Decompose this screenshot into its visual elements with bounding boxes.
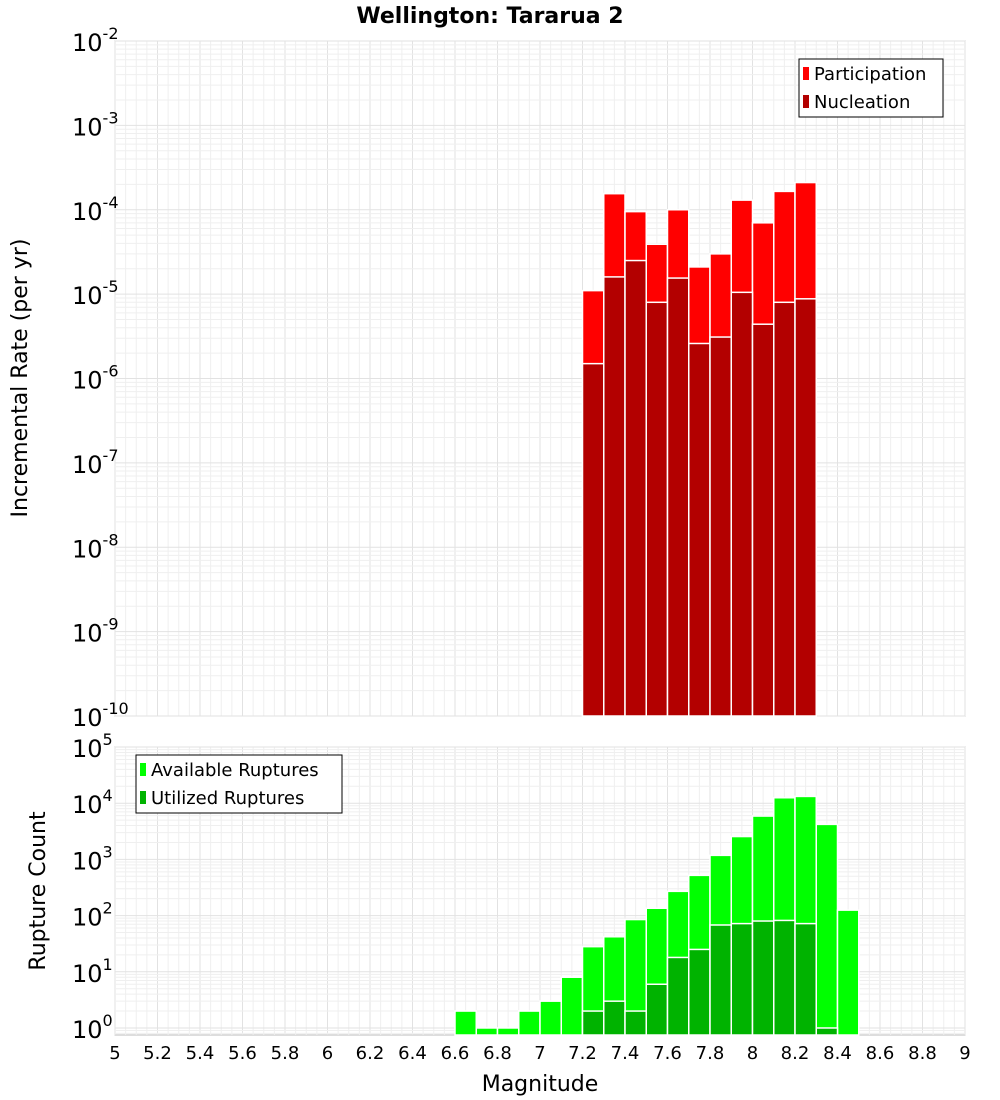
x-tick: 8.8 [908, 1043, 937, 1064]
x-tick: 5.6 [228, 1043, 257, 1064]
x-tick: 6.4 [398, 1043, 427, 1064]
count-y-tick: 101 [72, 955, 113, 988]
count-inner-bar [773, 919, 796, 1036]
rate-inner-bar [688, 342, 711, 717]
count-outer-bar [836, 909, 860, 1036]
count-inner-bar [624, 1010, 647, 1036]
rate-inner-bar [645, 301, 669, 717]
count-inner-bar [688, 948, 711, 1036]
count-inner-bar [751, 920, 775, 1036]
count-y-tick-labels: 100 101 102 103 104 105 [72, 730, 113, 1044]
rate-inner-bar [666, 277, 690, 717]
rate-inner-bar [730, 291, 754, 717]
rate-inner-bar [709, 336, 732, 717]
x-tick: 6.2 [356, 1043, 385, 1064]
count-y-axis-title: Rupture Count [26, 811, 51, 971]
x-tick: 7.8 [696, 1043, 725, 1064]
count-outer-bar [539, 1000, 562, 1036]
x-tick: 6.8 [483, 1043, 512, 1064]
rate-inner-bar [794, 298, 817, 717]
x-tick-labels: 5 5.2 5.4 5.6 5.8 6 6.2 6.4 6.6 6.8 7 7.2 7.4 7.6 7.8 8… [109, 1043, 970, 1064]
rate-inner-bar [751, 323, 775, 717]
count-outer-bar [475, 1027, 499, 1036]
utilized-legend-swatch [140, 791, 146, 804]
x-tick: 7.4 [611, 1043, 640, 1064]
count-inner-bar [666, 956, 690, 1036]
count-inner-bar [603, 1000, 626, 1036]
rate-y-axis-title: Incremental Rate (per yr) [8, 239, 33, 518]
count-legend-box [135, 754, 343, 814]
x-tick: 7 [534, 1043, 545, 1064]
rate-y-tick: 10-9 [72, 615, 119, 648]
rate-y-tick: 10-10 [72, 699, 129, 732]
rate-inner-bar [581, 362, 605, 717]
rate-inner-bar [773, 301, 796, 717]
rate-inner-bar [603, 276, 626, 717]
rate-y-tick: 10-5 [72, 277, 119, 310]
x-tick: 5.8 [271, 1043, 300, 1064]
x-tick: 8.6 [866, 1043, 895, 1064]
count-inner-bar [581, 1010, 605, 1036]
x-tick: 8.4 [823, 1043, 852, 1064]
x-tick: 7.6 [653, 1043, 682, 1064]
x-tick: 8 [747, 1043, 758, 1064]
chart-title: Wellington: Tararua 2 [356, 4, 623, 29]
x-axis-title: Magnitude [482, 1072, 599, 1097]
x-tick: 5 [109, 1043, 120, 1064]
count-panel: 100 101 102 103 104 105 Rupture Count Availab… [26, 730, 971, 1097]
x-tick: 5.4 [186, 1043, 215, 1064]
x-tick: 6.6 [441, 1043, 470, 1064]
rate-y-tick: 10-3 [72, 108, 119, 141]
participation-legend-label: Participation [814, 64, 926, 85]
count-inner-bar [815, 1027, 839, 1036]
rate-y-tick: 10-8 [72, 530, 119, 563]
rate-legend-box [798, 58, 944, 118]
count-outer-bar [454, 1010, 477, 1036]
rate-y-tick: 10-7 [72, 446, 119, 479]
count-outer-bar [518, 1010, 541, 1036]
x-tick: 9 [959, 1043, 970, 1064]
count-outer-bar [815, 823, 839, 1036]
count-inner-bar [709, 924, 732, 1036]
count-inner-bar [794, 922, 817, 1036]
available-legend-label: Available Ruptures [151, 760, 319, 781]
rate-y-tick-labels: 10-10 10-9 10-8 10-7 10-6 10-5 10-4 10-3 10-2 [72, 24, 129, 732]
x-tick: 7.2 [568, 1043, 597, 1064]
rate-gridlines [114, 40, 966, 717]
rate-legend: Participation Nucleation [798, 58, 944, 118]
count-y-tick: 100 [72, 1011, 113, 1044]
rate-y-tick: 10-4 [72, 193, 119, 226]
utilized-legend-label: Utilized Ruptures [151, 788, 304, 809]
rate-bars [581, 181, 817, 717]
rate-y-tick: 10-2 [72, 24, 119, 57]
count-outer-bar [560, 976, 584, 1036]
rate-y-tick: 10-6 [72, 362, 119, 395]
x-tick: 5.2 [143, 1043, 172, 1064]
rate-inner-bar [624, 259, 647, 717]
nucleation-legend-label: Nucleation [814, 92, 910, 113]
count-inner-bar [730, 922, 754, 1036]
count-y-tick: 105 [72, 730, 113, 763]
x-tick: 6 [322, 1043, 333, 1064]
x-tick: 8.2 [781, 1043, 810, 1064]
count-outer-bar [496, 1027, 520, 1036]
participation-legend-swatch [803, 67, 809, 80]
count-legend: Available Ruptures Utilized Ruptures [135, 754, 343, 814]
count-inner-bar [645, 983, 669, 1036]
rate-panel: 10-10 10-9 10-8 10-7 10-6 10-5 10-4 10-3 10-2 In… [8, 24, 966, 732]
count-y-tick: 104 [72, 786, 113, 819]
count-y-tick: 103 [72, 842, 113, 875]
available-legend-swatch [140, 763, 146, 776]
count-y-tick: 102 [72, 899, 113, 932]
nucleation-legend-swatch [803, 95, 809, 108]
count-bars [454, 795, 860, 1036]
